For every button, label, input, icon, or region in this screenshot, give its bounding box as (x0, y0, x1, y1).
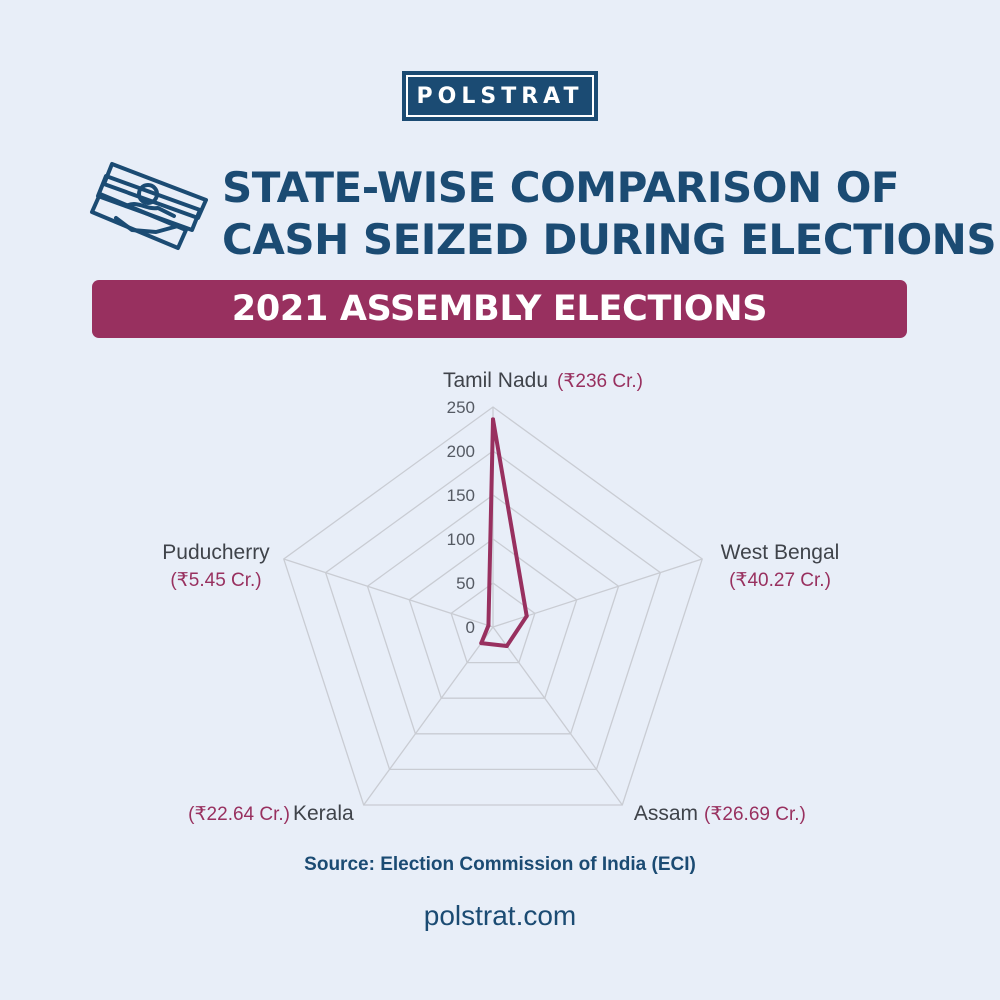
tick-label: 150 (447, 486, 475, 505)
grid-ring (408, 538, 578, 699)
data-point (524, 614, 529, 619)
data-point (504, 644, 509, 649)
grid-ring (366, 494, 620, 735)
website-link[interactable]: polstrat.com (423, 900, 577, 931)
value-label: (₹5.45 Cr.) (170, 570, 261, 591)
tick-label: 0 (466, 618, 475, 637)
data-point (479, 641, 484, 646)
grid-ring (450, 582, 536, 664)
data-point (486, 623, 491, 628)
value-label: (₹26.69 Cr.) (704, 804, 806, 825)
value-label: (₹22.64 Cr.) (188, 804, 290, 825)
data-point (491, 417, 495, 422)
grid-spoke (283, 558, 494, 628)
grid-ring (324, 450, 662, 771)
grid-spoke (492, 626, 623, 806)
tick-label: 250 (447, 398, 475, 417)
logo-text: POLSTRAT (406, 75, 594, 117)
election-banner: 2021 ASSEMBLY ELECTIONS (92, 280, 907, 338)
cash-in-hand-icon (90, 162, 208, 250)
value-label: (₹236 Cr.) (557, 371, 643, 392)
axis-label-assam: Assam (634, 802, 698, 825)
title-line-2: CASH SEIZED DURING ELECTIONS (222, 215, 997, 264)
tick-label: 100 (447, 530, 475, 549)
page-title: STATE-WISE COMPARISON OF CASH SEIZED DUR… (222, 162, 997, 266)
axis-label-tamil-nadu: Tamil Nadu (443, 369, 548, 392)
grid-ring (283, 406, 703, 806)
tick-label: 50 (456, 574, 475, 593)
value-label: (₹40.27 Cr.) (729, 570, 831, 591)
polstrat-logo: POLSTRAT (402, 71, 598, 121)
grid-spoke (363, 626, 494, 806)
series-line (479, 417, 529, 649)
axis-label-puducherry: Puducherry (162, 541, 270, 564)
title-line-1: STATE-WISE COMPARISON OF (222, 163, 900, 212)
axis-label-west-bengal: West Bengal (721, 541, 840, 564)
tick-label: 200 (447, 442, 475, 461)
source-note: Source: Election Commission of India (EC… (304, 854, 696, 875)
axis-label-kerala: Kerala (293, 802, 354, 825)
radar-chart: 0 50 100 150 200 250 Tamil Nadu (₹236 Cr.) West … (162, 369, 840, 825)
